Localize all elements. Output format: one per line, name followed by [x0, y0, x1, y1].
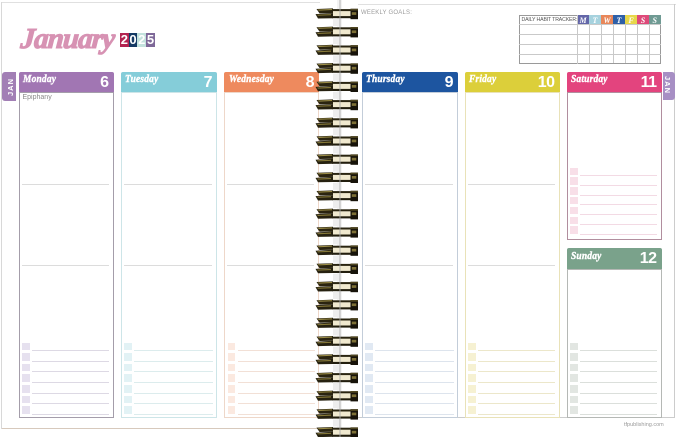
svg-text:January: January: [19, 23, 117, 55]
